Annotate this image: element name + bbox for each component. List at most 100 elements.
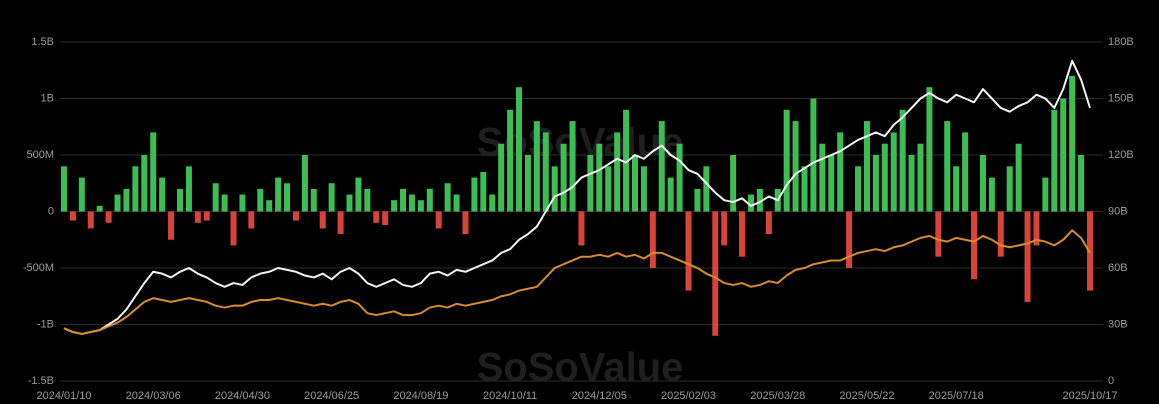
bar <box>462 211 469 235</box>
bar <box>61 166 67 212</box>
bar <box>239 194 246 212</box>
bar <box>1006 166 1013 212</box>
bar <box>587 155 594 212</box>
bar <box>631 155 638 212</box>
bar <box>792 121 799 212</box>
bar <box>346 194 353 212</box>
bar <box>765 211 772 235</box>
bar <box>1024 211 1031 302</box>
y2-tick-label: 30B <box>1108 318 1128 330</box>
bar <box>489 194 496 212</box>
bar <box>391 200 398 212</box>
bar <box>649 211 656 268</box>
bar <box>1015 143 1022 212</box>
bar <box>212 183 219 212</box>
bar <box>194 211 201 223</box>
bar <box>944 121 951 212</box>
bar <box>694 188 701 212</box>
y2-tick-label: 120B <box>1108 149 1134 161</box>
bar <box>667 177 674 212</box>
bar <box>712 211 719 336</box>
bar <box>971 211 978 280</box>
x-tick-label: 2024/04/30 <box>215 390 270 402</box>
bar <box>408 194 415 212</box>
bar <box>364 188 371 212</box>
bar <box>846 211 853 268</box>
bar <box>96 205 103 212</box>
bar <box>890 132 897 212</box>
bar <box>435 211 442 229</box>
bar <box>507 109 514 212</box>
bar <box>176 188 183 212</box>
bar <box>962 132 969 212</box>
line-series <box>63 59 1091 335</box>
bar <box>310 188 317 212</box>
bar <box>498 143 505 212</box>
bar <box>551 166 558 212</box>
bar <box>908 155 915 212</box>
bar <box>471 177 478 212</box>
bar <box>257 188 264 212</box>
bar <box>1060 98 1067 212</box>
bar <box>87 211 94 229</box>
bar <box>605 166 612 212</box>
bar <box>828 155 835 212</box>
bar <box>1042 177 1049 212</box>
bar <box>917 143 924 212</box>
bar <box>801 166 808 212</box>
bar <box>328 183 335 212</box>
bar <box>516 87 523 212</box>
y-tick-label: 0 <box>48 205 54 217</box>
bar <box>872 155 879 212</box>
bar <box>301 155 308 212</box>
bar <box>721 211 728 246</box>
y-tick-label: 1B <box>41 92 54 104</box>
x-tick-label: 2024/10/11 <box>483 390 537 402</box>
bar <box>1078 155 1085 212</box>
bar <box>560 143 567 212</box>
bar <box>979 155 986 212</box>
y2-tick-label: 0 <box>1108 375 1114 387</box>
bar <box>292 211 299 221</box>
bar <box>756 188 763 212</box>
bar <box>542 132 549 212</box>
y2-tick-label: 90B <box>1108 205 1128 217</box>
bar <box>417 200 424 212</box>
bar <box>926 87 933 212</box>
bar <box>400 188 407 212</box>
bar <box>284 183 291 212</box>
line-series <box>63 229 1091 335</box>
x-tick-label: 2024/08/19 <box>393 390 448 402</box>
bar <box>533 121 540 212</box>
watermark: SoSoValue <box>477 346 684 390</box>
bar <box>275 177 282 212</box>
bar <box>988 177 995 212</box>
bar <box>1051 109 1058 212</box>
bar <box>899 109 906 212</box>
bar <box>355 177 362 212</box>
y2-tick-label: 150B <box>1108 92 1134 104</box>
x-tick-label: 2025/03/28 <box>750 390 805 402</box>
bar <box>819 143 826 212</box>
bar <box>730 155 737 212</box>
y-tick-label: 1.5B <box>31 36 54 48</box>
y2-tick-label: 60B <box>1108 262 1128 274</box>
bar <box>676 143 683 212</box>
bar <box>685 211 692 291</box>
bar <box>623 109 630 212</box>
bar <box>159 177 166 212</box>
bar <box>810 98 817 212</box>
bar <box>185 166 192 212</box>
bar <box>747 194 754 212</box>
y-tick-label: 500M <box>26 149 54 161</box>
bar <box>935 211 942 257</box>
bar <box>480 171 487 212</box>
bar <box>739 211 746 257</box>
bar <box>855 166 862 212</box>
bar <box>837 132 844 212</box>
bar <box>373 211 380 223</box>
bar <box>614 132 621 212</box>
bar <box>150 132 157 212</box>
